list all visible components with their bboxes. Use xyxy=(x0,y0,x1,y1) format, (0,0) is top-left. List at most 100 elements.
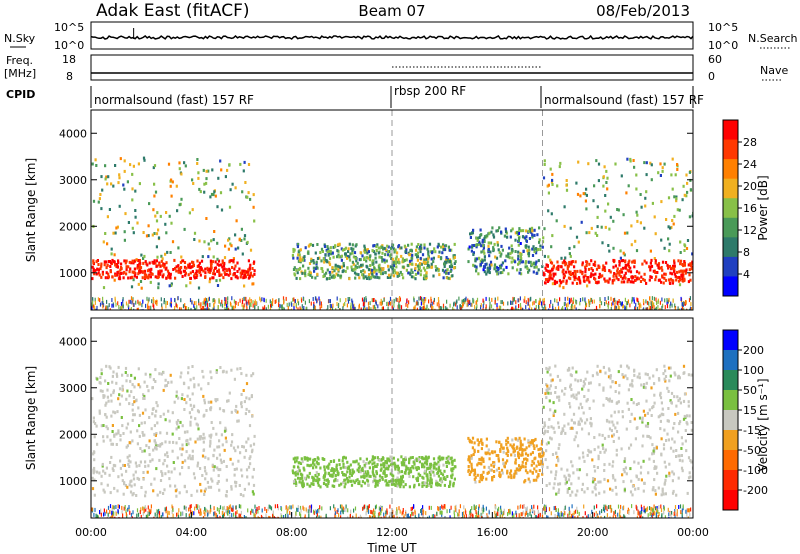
velocity-cell xyxy=(242,389,245,392)
velocity-cell xyxy=(368,474,371,478)
velocity-cell xyxy=(126,373,129,377)
power-noise-cell xyxy=(617,304,619,309)
power-cell xyxy=(378,263,381,267)
velocity-cell xyxy=(138,464,141,468)
power-noise-cell xyxy=(492,308,494,310)
velocity-cell xyxy=(661,489,664,493)
power-cell xyxy=(212,238,215,242)
velocity-cell xyxy=(569,385,572,389)
velocity-cell xyxy=(209,370,212,374)
velocity-cell xyxy=(611,464,614,468)
velocity-cell xyxy=(406,466,409,470)
velocity-noise-cell xyxy=(145,507,147,512)
velocity-cell xyxy=(401,474,404,478)
power-cell xyxy=(414,266,417,270)
velocity-cell xyxy=(181,447,184,451)
power-noise-cell xyxy=(247,299,249,304)
power-cell xyxy=(203,182,206,186)
power-noise-cell xyxy=(539,297,541,302)
velocity-cell xyxy=(560,430,563,434)
velocity-cell xyxy=(178,491,181,495)
velocity-cell xyxy=(471,436,475,440)
power-noise-cell xyxy=(539,301,541,306)
power-noise-cell xyxy=(259,296,261,301)
velocity-cell xyxy=(574,435,577,439)
power-cell xyxy=(312,259,315,262)
velocity-noise-cell xyxy=(411,506,413,511)
power-cell xyxy=(134,189,137,193)
velocity-cell xyxy=(629,420,632,423)
power-cell xyxy=(486,266,489,270)
velocity-cell xyxy=(128,394,131,398)
velocity-cell xyxy=(505,439,508,443)
velocity-cell xyxy=(231,462,234,466)
power-cell xyxy=(416,264,419,268)
power-noise-cell xyxy=(453,308,455,310)
velocity-cell xyxy=(630,412,633,416)
velocity-cell xyxy=(479,476,482,480)
power-cell xyxy=(139,280,143,283)
power-cell xyxy=(604,209,607,213)
power-noise-cell xyxy=(640,304,642,309)
power-noise-cell xyxy=(190,307,192,310)
velocity-cell xyxy=(380,458,383,461)
velocity-cell xyxy=(243,400,246,404)
velocity-cell xyxy=(497,459,500,463)
velocity-cell xyxy=(225,440,228,444)
power-cell xyxy=(191,260,194,264)
velocity-cell xyxy=(580,488,584,492)
velocity-cell xyxy=(167,381,170,385)
power-cell xyxy=(230,277,233,281)
velocity-cell xyxy=(422,476,425,480)
power-cell xyxy=(351,243,354,247)
velocity-cell xyxy=(344,473,347,477)
power-cell xyxy=(174,266,177,270)
velocity-cell xyxy=(660,401,663,405)
velocity-cell xyxy=(144,490,147,494)
velocity-cell xyxy=(666,432,669,436)
power-noise-cell xyxy=(659,300,661,305)
velocity-cell xyxy=(481,476,484,480)
velocity-cell xyxy=(673,371,676,375)
power-cell xyxy=(106,242,109,246)
power-cell xyxy=(241,252,244,256)
velocity-cell xyxy=(425,485,428,488)
power-cell xyxy=(222,264,226,268)
velocity-cell xyxy=(178,437,181,440)
power-cell xyxy=(292,256,295,260)
power-noise-cell xyxy=(611,310,612,314)
velocity-cell xyxy=(128,465,131,468)
power-cell xyxy=(679,262,682,266)
power-noise-cell xyxy=(193,301,195,306)
power-cell xyxy=(676,276,679,279)
power-noise-cell xyxy=(672,298,674,303)
power-cell xyxy=(191,270,194,273)
power-cell xyxy=(519,255,522,259)
power-cell xyxy=(295,276,298,280)
velocity-cell xyxy=(301,485,304,489)
velocity-cell xyxy=(615,430,619,433)
velocity-cell xyxy=(527,439,530,443)
power-cell xyxy=(401,273,404,276)
power-cell xyxy=(114,273,117,277)
velocity-cell xyxy=(665,474,668,478)
power-noise-cell xyxy=(474,304,476,309)
velocity-noise-cell xyxy=(519,505,521,510)
power-cell xyxy=(381,251,384,255)
velocity-cell xyxy=(646,411,649,415)
velocity-cell xyxy=(147,446,151,450)
power-cell xyxy=(374,252,377,256)
power-cell xyxy=(550,180,554,184)
velocity-cell xyxy=(552,486,555,490)
power-cell xyxy=(293,272,296,276)
power-noise-cell xyxy=(528,298,530,303)
power-cell xyxy=(147,224,150,228)
power-noise-cell xyxy=(439,306,441,310)
velocity-cell xyxy=(239,367,242,370)
power-noise-cell xyxy=(111,303,113,308)
power-cell xyxy=(626,231,629,235)
power-cell xyxy=(496,272,499,276)
power-cell xyxy=(223,271,226,275)
power-cell xyxy=(210,192,214,196)
power-cell xyxy=(584,274,587,278)
